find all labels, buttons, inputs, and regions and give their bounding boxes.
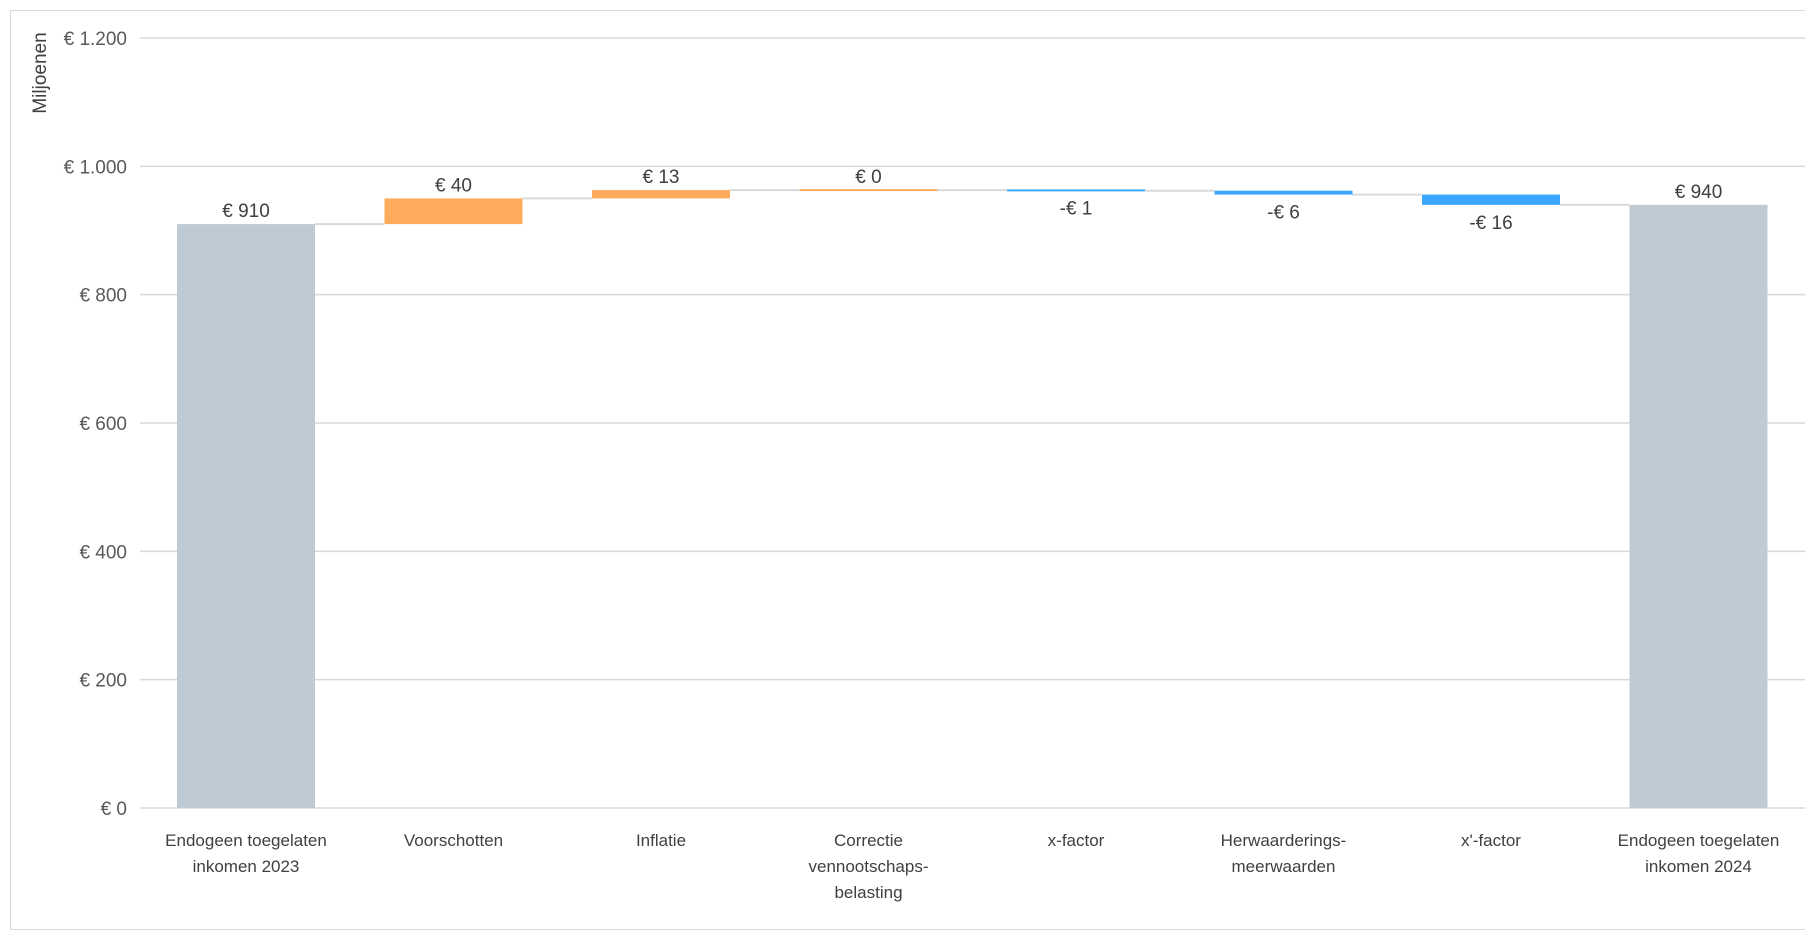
y-tick-label: € 1.200 <box>64 29 127 50</box>
category-label: x'-factor <box>1461 831 1521 850</box>
category-label: Correctie vennootschaps-belasting <box>808 831 928 902</box>
waterfall-bar <box>384 198 523 225</box>
data-label: € 910 <box>222 201 270 222</box>
data-label: -€ 1 <box>1060 199 1093 220</box>
waterfall-bar <box>1214 190 1353 195</box>
data-label: € 13 <box>643 167 680 188</box>
category-label: Voorschotten <box>404 831 503 850</box>
category-label: Endogeen toegelaten inkomen 2024 <box>1618 831 1780 876</box>
waterfall-bar <box>799 189 938 192</box>
category-label: Inflatie <box>636 831 686 850</box>
gridlines <box>140 37 1805 809</box>
y-tick-label: € 200 <box>79 671 127 692</box>
y-axis-ticks: € 0 € 200 € 400 € 600 € 800 € 1.000 € 1.200 <box>64 29 127 820</box>
bars <box>177 189 1768 809</box>
y-tick-label: € 800 <box>79 286 127 307</box>
y-tick-label: € 600 <box>79 414 127 435</box>
waterfall-bar <box>177 224 315 809</box>
data-label: € 40 <box>435 175 472 196</box>
data-labels: € 910 € 40 € 13 € 0 -€ 1 -€ 6 -€ 16 € 940 <box>222 167 1722 234</box>
data-label: € 940 <box>1675 182 1723 203</box>
waterfall-bar <box>1007 189 1145 192</box>
category-label: Endogeen toegelaten inkomen 2023 <box>165 831 327 876</box>
connectors <box>315 189 1630 226</box>
waterfall-bar <box>1629 204 1768 809</box>
category-label: Herwaarderings-meerwaarden <box>1221 831 1347 876</box>
y-tick-label: € 400 <box>79 542 127 563</box>
category-label: x-factor <box>1048 831 1105 850</box>
data-label: -€ 6 <box>1267 203 1300 224</box>
data-label: € 0 <box>855 167 881 188</box>
data-label: -€ 16 <box>1469 213 1512 234</box>
y-tick-label: € 1.000 <box>64 157 127 178</box>
waterfall-bar <box>1422 194 1560 205</box>
waterfall-bar <box>592 190 730 199</box>
y-tick-label: € 0 <box>101 799 127 820</box>
category-labels: Endogeen toegelaten inkomen 2023 Voorschot… <box>165 831 1779 902</box>
y-axis-title: Miljoenen <box>30 32 51 113</box>
waterfall-chart: € 0 € 200 € 400 € 600 € 800 € 1.000 € 1.200 € … <box>30 29 1805 902</box>
